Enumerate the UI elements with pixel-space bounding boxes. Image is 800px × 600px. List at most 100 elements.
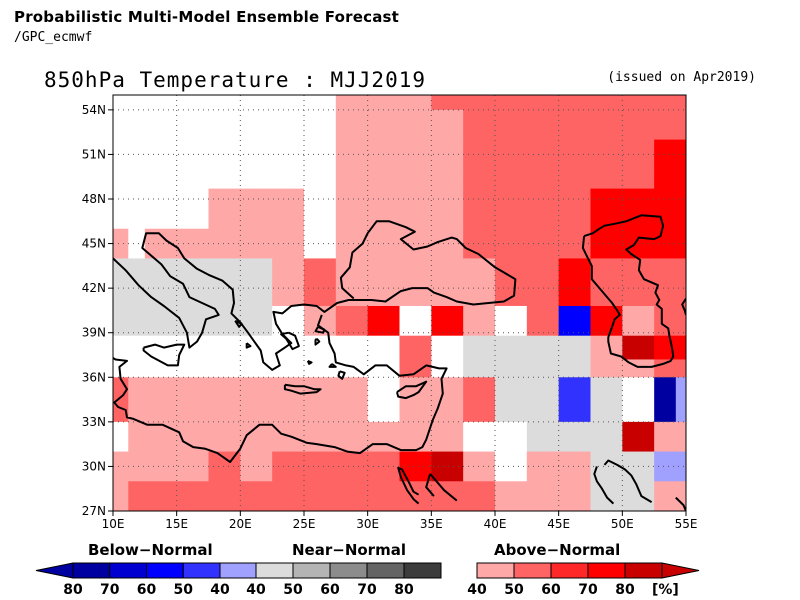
legend-near-label: Near−Normal xyxy=(292,541,406,559)
grid-cell xyxy=(495,188,528,207)
grid-cell xyxy=(526,228,560,259)
grid-cell xyxy=(304,109,337,140)
grid-cell xyxy=(558,451,591,482)
grid-cell xyxy=(590,109,623,140)
x-tick-label: 15E xyxy=(165,517,188,531)
grid-cell xyxy=(654,188,686,207)
grid-cell xyxy=(495,421,528,452)
grid-cell xyxy=(399,139,432,170)
grid-cell xyxy=(176,188,209,207)
legend-swatch-above xyxy=(513,562,552,579)
grid-cell xyxy=(208,169,241,189)
grid-cell xyxy=(654,258,686,289)
grid-cell xyxy=(463,359,496,378)
legend-swatch-below xyxy=(146,562,184,579)
grid-cell xyxy=(495,481,528,511)
grid-cell xyxy=(240,228,273,259)
grid-cell xyxy=(240,109,273,140)
grid-cell xyxy=(654,139,686,170)
grid-cell xyxy=(463,206,496,230)
grid-cell xyxy=(335,139,369,170)
x-tick-label: 10E xyxy=(102,517,125,531)
grid-cell xyxy=(463,335,496,360)
legend-tick-near: 60 xyxy=(320,582,340,598)
grid-cell xyxy=(558,288,591,307)
grid-cell xyxy=(526,95,560,111)
y-tick-label: 27N xyxy=(82,504,106,518)
grid-cell xyxy=(128,228,146,259)
grid-cell xyxy=(399,451,432,482)
grid-cell xyxy=(495,169,528,189)
grid-cell xyxy=(463,288,496,307)
legend: 80 70 60 50 40 40 50 60 70 80 40 50 60 70 80 [%] xyxy=(35,562,700,598)
grid-cell xyxy=(208,335,241,360)
y-tick-label: 36N xyxy=(82,370,106,384)
grid-cell xyxy=(304,228,337,259)
grid-cell xyxy=(622,95,655,111)
x-tick-label: 45E xyxy=(547,517,570,531)
grid-cell xyxy=(622,377,655,423)
grid-cell xyxy=(144,288,178,307)
y-tick-label: 48N xyxy=(82,192,106,206)
grid-cell xyxy=(335,377,369,423)
x-tick-label: 35E xyxy=(420,517,443,531)
grid-cell xyxy=(144,359,178,378)
coastline xyxy=(581,214,675,368)
grid-cell xyxy=(144,139,178,170)
grid-cell xyxy=(399,288,432,307)
x-tick-label: 25E xyxy=(293,517,316,531)
grid-cell xyxy=(654,377,677,423)
coastline xyxy=(314,325,326,334)
grid-cell xyxy=(272,169,305,189)
grid-cell xyxy=(675,377,686,423)
grid-cell xyxy=(431,169,464,189)
grid-cell xyxy=(113,288,146,307)
legend-above-label: Above−Normal xyxy=(494,541,621,559)
probability-cells xyxy=(113,95,686,511)
legend-swatch-near xyxy=(366,562,405,579)
grid-cell xyxy=(526,206,560,230)
legend-below-label: Below−Normal xyxy=(88,541,213,559)
grid-cell xyxy=(240,258,273,289)
grid-cell xyxy=(176,206,209,230)
grid-cell xyxy=(399,206,432,230)
grid-cell xyxy=(367,109,400,140)
grid-cell xyxy=(399,188,432,207)
grid-cell xyxy=(654,305,686,337)
legend-tick-near: 40 xyxy=(246,582,266,598)
grid-cell xyxy=(399,377,432,423)
grid-cell xyxy=(590,421,623,452)
grid-cell xyxy=(304,188,337,207)
grid-cell xyxy=(335,335,369,360)
grid-cell xyxy=(335,451,369,482)
grid-cell xyxy=(335,206,369,230)
grid-cell xyxy=(208,421,241,452)
legend-tick-below: 70 xyxy=(100,582,120,598)
grid-cell xyxy=(654,169,686,189)
grid-cell xyxy=(335,188,369,207)
grid-cell xyxy=(526,188,560,207)
grid-cell xyxy=(558,139,591,170)
grid-cell xyxy=(558,169,591,189)
coastline xyxy=(314,338,321,346)
grid-cell xyxy=(208,188,241,207)
grid-cell xyxy=(144,421,178,452)
grid-cell xyxy=(304,359,337,378)
grid-cell xyxy=(431,206,464,230)
grid-cell xyxy=(590,95,623,111)
coastline xyxy=(425,473,435,497)
grid-cell xyxy=(431,421,464,452)
legend-swatch-above xyxy=(476,562,515,579)
grid-cell xyxy=(335,95,369,111)
grid-cell xyxy=(399,169,432,189)
grid-cell xyxy=(304,288,337,307)
legend-tick-above: 50 xyxy=(504,582,524,598)
legend-tick-above: 80 xyxy=(615,582,635,598)
coastlines xyxy=(113,214,686,511)
legend-tick-below: 50 xyxy=(174,582,194,598)
grid-cell xyxy=(304,258,337,289)
grid-cell xyxy=(495,206,528,230)
grid-cell xyxy=(463,421,496,452)
grid-cell xyxy=(208,206,241,230)
grid-cell xyxy=(622,188,655,207)
